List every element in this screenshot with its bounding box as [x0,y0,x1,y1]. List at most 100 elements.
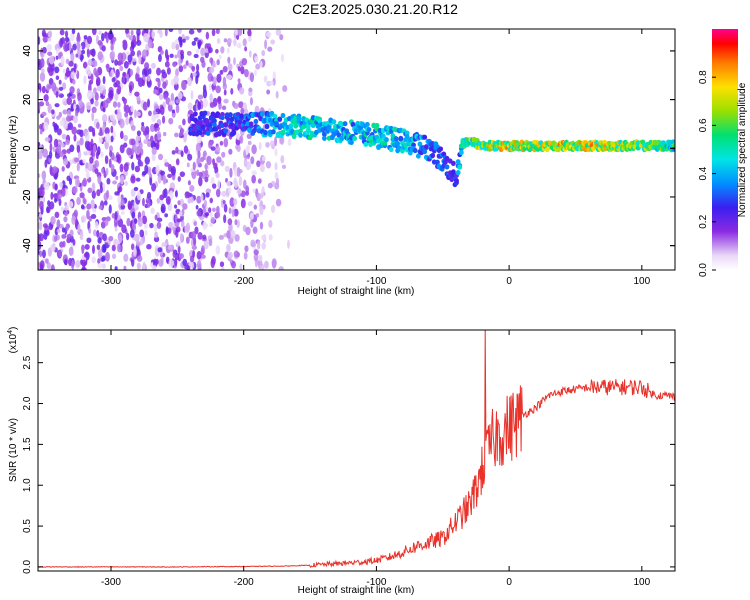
heatmap-cell [86,209,90,220]
heatmap-cell [72,186,78,194]
heatmap-cell [98,30,102,36]
heatmap-cell [206,155,212,166]
heatmap-cell [117,218,124,228]
heatmap-cell [60,206,64,212]
heatmap-cell [384,137,389,143]
heatmap-cell [174,214,178,224]
heatmap-cell [68,246,74,257]
heatmap-cell [157,247,163,253]
heatmap-cell [223,122,229,128]
heatmap-cell [272,113,278,119]
heatmap-cell [222,66,228,73]
heatmap-cell [110,135,114,143]
heatmap-cell [82,264,86,270]
heatmap-cell [114,59,119,66]
heatmap-cell [226,47,230,54]
heatmap-cell [227,37,232,48]
heatmap-cell [120,204,126,210]
heatmap-cell [209,101,216,108]
heatmap-cell [411,142,416,148]
heatmap-cell [77,123,82,128]
heatmap-cell [94,100,99,107]
heatmap-cell [47,51,53,56]
heatmap-cell [216,156,222,163]
heatmap-cell [133,218,138,224]
heatmap-cell [202,221,208,230]
heatmap-cell [80,204,85,210]
heatmap-cell [400,148,405,154]
heatmap-cell [306,127,311,133]
colorbar-label: Normalized spectral amplitude [737,82,748,217]
spectrogram-x-label: Height of straight line (km) [298,286,415,297]
heatmap-cell [228,148,233,155]
heatmap-cell [101,45,106,52]
heatmap-cell [174,38,179,46]
heatmap-cell [110,125,114,134]
heatmap-cell [208,222,214,227]
heatmap-cell [274,121,280,127]
heatmap-cell [131,211,136,219]
heatmap-cell [197,29,202,33]
heatmap-cell [97,248,103,259]
heatmap-cell [197,150,201,159]
heatmap-cell [175,158,180,166]
heatmap-cell [194,226,199,235]
heatmap-cell [229,197,235,208]
heatmap-cell [98,136,103,144]
heatmap-cell [54,211,60,219]
heatmap-cell [55,55,59,60]
heatmap-cell [103,200,108,206]
heatmap-cell [48,150,53,159]
heatmap-cell [141,49,147,59]
heatmap-cell [142,79,145,87]
heatmap-cell [94,159,100,168]
heatmap-cell [229,167,233,178]
heatmap-cell [186,50,192,56]
heatmap-cell [142,197,145,207]
heatmap-cell [80,216,85,223]
heatmap-cell [115,175,119,180]
heatmap-cell [279,34,284,41]
heatmap-cell [244,245,249,253]
heatmap-cell [97,51,103,61]
heatmap-cell [209,57,214,64]
heatmap-cell [202,207,207,214]
heatmap-cell [240,198,246,209]
heatmap-cell [200,47,206,57]
heatmap-cell [77,223,81,233]
heatmap-cell [47,30,53,39]
heatmap-cell [136,191,142,201]
heatmap-cell [40,57,45,68]
heatmap-cell [82,159,86,164]
heatmap-cell [188,29,195,35]
heatmap-cell [101,85,106,90]
heatmap-cell [56,128,62,136]
heatmap-cell [122,39,127,45]
heatmap-cell [76,40,81,51]
heatmap-cell [210,176,215,186]
heatmap-cell [131,41,135,50]
heatmap-cell [91,29,97,36]
heatmap-cell [106,97,111,104]
heatmap-cell [430,152,436,159]
heatmap-cell [88,227,92,234]
heatmap-cell [62,240,66,248]
y-tick-label: 40 [22,45,33,57]
heatmap-cell [196,251,202,260]
heatmap-cell [91,190,96,199]
heatmap-cell [395,140,401,147]
heatmap-cell [89,156,94,164]
heatmap-cell [241,57,248,66]
heatmap-cell [288,123,294,129]
heatmap-cell [162,174,167,185]
heatmap-cell [89,49,95,56]
heatmap-cell [243,179,247,190]
heatmap-cell [223,128,229,134]
heatmap-cell [81,179,87,187]
heatmap-cell [398,136,404,142]
heatmap-cell [73,103,77,111]
heatmap-cell [193,53,199,59]
heatmap-cell [150,123,155,133]
heatmap-cell [412,147,418,154]
heatmap-cell [81,49,86,55]
